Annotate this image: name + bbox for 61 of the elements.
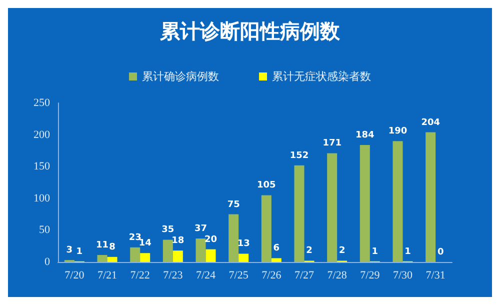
data-label: 204	[421, 118, 440, 128]
data-label: 152	[290, 150, 309, 161]
data-label: 14	[138, 238, 152, 249]
x-tick-label: 7/25	[228, 270, 249, 282]
bar	[162, 240, 173, 262]
x-tick-label: 7/23	[163, 270, 184, 282]
bar	[271, 258, 282, 262]
data-label: 1	[76, 246, 83, 257]
bar	[238, 254, 249, 262]
x-tick-label: 7/31	[426, 270, 446, 282]
data-label: 35	[162, 225, 174, 236]
data-label: 6	[273, 244, 280, 254]
data-label: 3	[66, 246, 73, 256]
y-tick-label: 100	[34, 192, 50, 204]
data-label: 184	[356, 130, 374, 140]
data-label: 171	[322, 138, 342, 149]
x-tick-label: 7/21	[97, 270, 118, 282]
x-tick-label: 7/20	[64, 270, 85, 282]
x-tick-label: 7/26	[262, 270, 282, 282]
data-label: 190	[388, 126, 408, 137]
x-tick-label: 7/22	[130, 270, 150, 282]
y-tick-label: 200	[34, 128, 50, 141]
bar	[327, 153, 338, 262]
bar	[392, 141, 403, 262]
data-label: 11	[96, 240, 109, 251]
bar	[130, 247, 140, 262]
bar	[140, 253, 150, 262]
legend-label: 累计确诊病例数	[142, 70, 219, 83]
data-label: 75	[227, 200, 240, 210]
bar	[196, 238, 206, 262]
x-tick-label: 7/28	[327, 270, 348, 282]
y-tick-label: 0	[44, 256, 50, 268]
data-label: 2	[306, 246, 312, 256]
data-label: 0	[437, 248, 444, 258]
data-label: 20	[204, 234, 218, 245]
bar	[426, 132, 436, 262]
legend-label: 累计无症状感染者数	[272, 70, 371, 83]
data-label: 1	[372, 246, 378, 257]
x-tick-label: 7/27	[294, 270, 315, 282]
x-tick-label: 7/24	[196, 270, 216, 282]
bar	[228, 214, 239, 262]
data-label: 105	[257, 180, 276, 191]
y-tick-label: 50	[39, 224, 50, 236]
chart-title: 累计诊断阳性病例数	[159, 19, 341, 43]
y-tick-label: 150	[34, 160, 50, 173]
data-label: 8	[109, 242, 116, 252]
x-tick-label: 7/30	[392, 270, 414, 282]
data-label: 23	[128, 232, 142, 243]
bar	[206, 249, 216, 262]
data-label: 2	[338, 246, 346, 256]
data-label: 37	[194, 224, 208, 234]
data-label: 1	[404, 246, 411, 257]
y-tick-label: 250	[34, 97, 50, 109]
data-label: 18	[172, 236, 184, 246]
bar	[172, 250, 183, 262]
bar	[97, 255, 108, 262]
bar	[294, 165, 304, 262]
x-tick-label: 7/29	[360, 270, 380, 282]
bar	[360, 144, 370, 262]
bar	[261, 195, 272, 262]
bar	[107, 256, 118, 262]
